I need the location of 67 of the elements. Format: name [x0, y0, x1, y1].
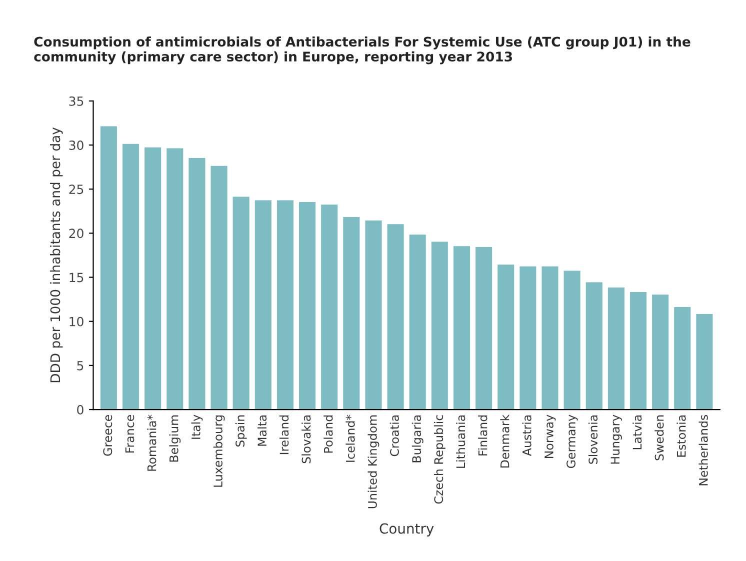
- y-tick-label: 15: [70, 272, 84, 282]
- x-tick-label: Italy: [191, 414, 203, 439]
- y-tick-label: 30: [69, 140, 84, 150]
- x-tick-label: Croatia: [390, 415, 399, 456]
- bar: [320, 204, 339, 410]
- x-tick-label: Slovakia: [302, 415, 311, 464]
- bar: [276, 199, 295, 410]
- bar: [474, 246, 494, 410]
- bar: [452, 245, 472, 410]
- x-tick-label: Sweden: [654, 415, 664, 460]
- bar: [342, 216, 361, 410]
- bar: [254, 199, 273, 410]
- bar: [364, 219, 383, 410]
- bar: [584, 281, 604, 410]
- bar: [496, 264, 516, 410]
- bar: [673, 306, 692, 410]
- y-tick-label: 5: [77, 361, 84, 370]
- x-tick-label: Latvia: [632, 415, 642, 450]
- x-tick-label: Germany: [566, 414, 578, 468]
- x-tick-label: Luxembourg: [213, 415, 225, 487]
- x-tick-label: Greece: [103, 415, 112, 456]
- x-tick-label: Slovenia: [588, 415, 598, 464]
- bar: [99, 125, 118, 410]
- x-tick-label: Estonia: [676, 415, 686, 457]
- x-tick-label: Spain: [235, 415, 247, 447]
- x-tick-label: Belgium: [169, 415, 181, 462]
- bar: [232, 196, 250, 410]
- x-tick-label: Bulgaria: [412, 415, 424, 462]
- bar: [628, 290, 648, 410]
- x-tick-label: Malta: [257, 415, 267, 446]
- x-tick-label: Poland: [324, 415, 333, 453]
- bar: [121, 142, 140, 410]
- x-tick-label: Ireland: [280, 415, 289, 454]
- bar: [606, 286, 626, 410]
- x-tick-label: Norway: [544, 414, 556, 458]
- bar: [298, 200, 317, 410]
- x-tick-label: United Kingdom: [368, 415, 380, 508]
- bar: [166, 147, 184, 410]
- y-tick-label: 25: [69, 184, 84, 194]
- y-tick-label: 0: [77, 405, 84, 414]
- x-tick-label: Finland: [478, 415, 488, 456]
- x-tick-label: Netherlands: [698, 414, 708, 486]
- x-tick-label: France: [125, 415, 134, 452]
- x-tick-label: Austria: [522, 415, 532, 456]
- y-tick-label: 20: [69, 228, 84, 238]
- x-tick-label: Czech Republic: [434, 415, 446, 504]
- bar: [188, 156, 206, 410]
- bar: [562, 270, 582, 410]
- bar: [518, 265, 538, 410]
- x-tick-label: Hungary: [610, 414, 622, 464]
- bar: [210, 164, 228, 410]
- bar: [386, 222, 405, 410]
- x-tick-label: Denmark: [500, 414, 510, 468]
- x-tick-label: Lithuania: [456, 415, 466, 468]
- y-tick-label: 35: [69, 96, 84, 106]
- y-tick-label: 10: [70, 316, 84, 326]
- bar: [650, 293, 670, 410]
- chart-title: Consumption of antimicrobials of Antibacterials For Systemic Use (ATC group J01) in the community (primary care sector) in Europe, reporting year 2013: [34, 36, 690, 64]
- x-axis-title: Country: [380, 523, 434, 536]
- bar: [143, 146, 162, 410]
- bar: [695, 312, 714, 410]
- bar: [540, 265, 560, 410]
- x-tick-label: Romania*: [147, 414, 156, 471]
- bar: [430, 240, 450, 410]
- bar: [408, 234, 427, 410]
- y-axis-title: DDD per 1000 inhabitants and per day: [50, 127, 63, 382]
- x-tick-label: Iceland*: [346, 414, 355, 462]
